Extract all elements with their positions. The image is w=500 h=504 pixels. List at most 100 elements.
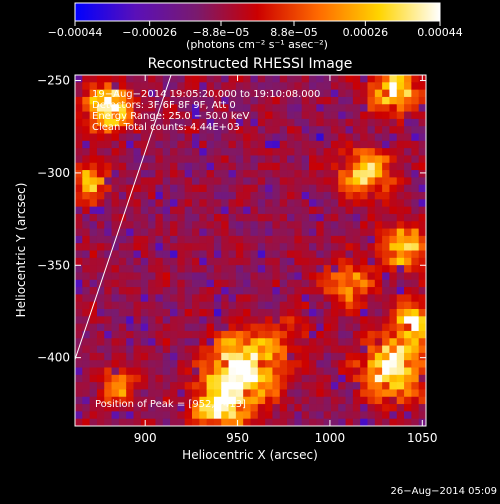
- heatmap-cell: [330, 316, 339, 325]
- heatmap-cell: [199, 272, 208, 281]
- heatmap-cell: [199, 287, 208, 295]
- heatmap-cell: [367, 404, 376, 412]
- heatmap-cell: [126, 374, 135, 383]
- heatmap-cell: [316, 82, 325, 91]
- heatmap-cell: [126, 272, 135, 281]
- heatmap-cell: [279, 345, 288, 354]
- heatmap-cell: [309, 133, 317, 142]
- heatmap-cell: [345, 279, 354, 288]
- heatmap-cell: [418, 221, 426, 230]
- heatmap-cell: [345, 170, 354, 178]
- heatmap-cell: [389, 111, 398, 120]
- heatmap-cell: [221, 287, 230, 295]
- heatmap-cell: [250, 309, 259, 317]
- heatmap-cell: [111, 404, 120, 412]
- heatmap-cell: [228, 294, 237, 303]
- heatmap-cell: [177, 404, 186, 412]
- heatmap-cell: [148, 133, 157, 142]
- heatmap-cell: [287, 265, 295, 274]
- heatmap-cell: [111, 162, 120, 171]
- heatmap-cell: [89, 75, 98, 83]
- heatmap-cell: [96, 411, 105, 420]
- heatmap-cell: [323, 177, 332, 186]
- heatmap-cell: [133, 301, 142, 310]
- heatmap-cell: [360, 257, 369, 266]
- heatmap-cell: [250, 294, 259, 303]
- heatmap-cell: [184, 382, 193, 391]
- heatmap-cell: [367, 330, 376, 339]
- heatmap-cell: [111, 257, 120, 266]
- heatmap-cell: [265, 206, 274, 215]
- heatmap-cell: [287, 184, 295, 193]
- heatmap-cell: [352, 126, 361, 135]
- heatmap-cell: [279, 104, 288, 113]
- heatmap-cell: [352, 287, 361, 295]
- heatmap-cell: [155, 279, 164, 288]
- heatmap-cell: [213, 309, 222, 317]
- heatmap-cell: [272, 250, 281, 259]
- heatmap-cell: [82, 345, 91, 354]
- heatmap-cell: [389, 287, 398, 295]
- heatmap-cell: [374, 294, 383, 303]
- heatmap-cell: [199, 367, 208, 376]
- heatmap-cell: [389, 360, 398, 369]
- heatmap-cell: [330, 345, 339, 354]
- heatmap-cell: [309, 228, 317, 237]
- heatmap-cell: [133, 82, 142, 91]
- heatmap-cell: [177, 301, 186, 310]
- heatmap-cell: [330, 396, 339, 405]
- heatmap-cell: [228, 118, 237, 127]
- heatmap-cell: [257, 118, 266, 127]
- heatmap-cell: [352, 330, 361, 339]
- heatmap-cell: [418, 140, 426, 149]
- heatmap-cell: [396, 82, 405, 91]
- heatmap-cell: [396, 235, 405, 244]
- heatmap-cell: [148, 330, 157, 339]
- heatmap-cell: [287, 316, 295, 325]
- heatmap-cell: [294, 279, 303, 288]
- footer-timestamp: 26−Aug−2014 05:09: [391, 486, 497, 497]
- heatmap-cell: [382, 374, 391, 383]
- heatmap-cell: [155, 301, 164, 310]
- heatmap-cell: [184, 104, 193, 113]
- heatmap-cell: [89, 243, 98, 252]
- heatmap-cell: [389, 338, 398, 347]
- heatmap-cell: [279, 250, 288, 259]
- heatmap-cell: [199, 199, 208, 208]
- heatmap-cell: [272, 294, 281, 303]
- heatmap-cell: [170, 177, 178, 186]
- heatmap-cell: [404, 170, 412, 178]
- heatmap-cell: [250, 221, 259, 230]
- heatmap-cell: [345, 126, 354, 135]
- heatmap-cell: [396, 148, 405, 157]
- heatmap-cell: [140, 162, 149, 171]
- heatmap-cell: [243, 104, 252, 113]
- heatmap-cell: [126, 221, 135, 230]
- heatmap-cell: [126, 82, 135, 91]
- heatmap-cell: [367, 96, 376, 105]
- heatmap-cell: [155, 330, 164, 339]
- heatmap-cell: [111, 396, 120, 405]
- heatmap-cell: [250, 118, 259, 127]
- heatmap-cell: [257, 140, 266, 149]
- heatmap-cell: [213, 162, 222, 171]
- heatmap-cell: [184, 82, 193, 91]
- heatmap-cell: [118, 199, 127, 208]
- heatmap-cell: [345, 360, 354, 369]
- heatmap-cell: [374, 382, 383, 391]
- heatmap-cell: [96, 316, 105, 325]
- heatmap-cell: [279, 382, 288, 391]
- heatmap-cell: [367, 309, 376, 317]
- heatmap-cell: [301, 330, 310, 339]
- heatmap-cell: [323, 338, 332, 347]
- heatmap-cell: [104, 352, 113, 361]
- heatmap-cell: [418, 213, 426, 222]
- heatmap-cell: [323, 118, 332, 127]
- heatmap-cell: [140, 367, 149, 376]
- heatmap-cell: [221, 199, 230, 208]
- heatmap-cell: [96, 213, 105, 222]
- heatmap-cell: [265, 89, 274, 98]
- heatmap-cell: [411, 148, 420, 157]
- heatmap-cell: [257, 309, 266, 317]
- heatmap-cell: [367, 338, 376, 347]
